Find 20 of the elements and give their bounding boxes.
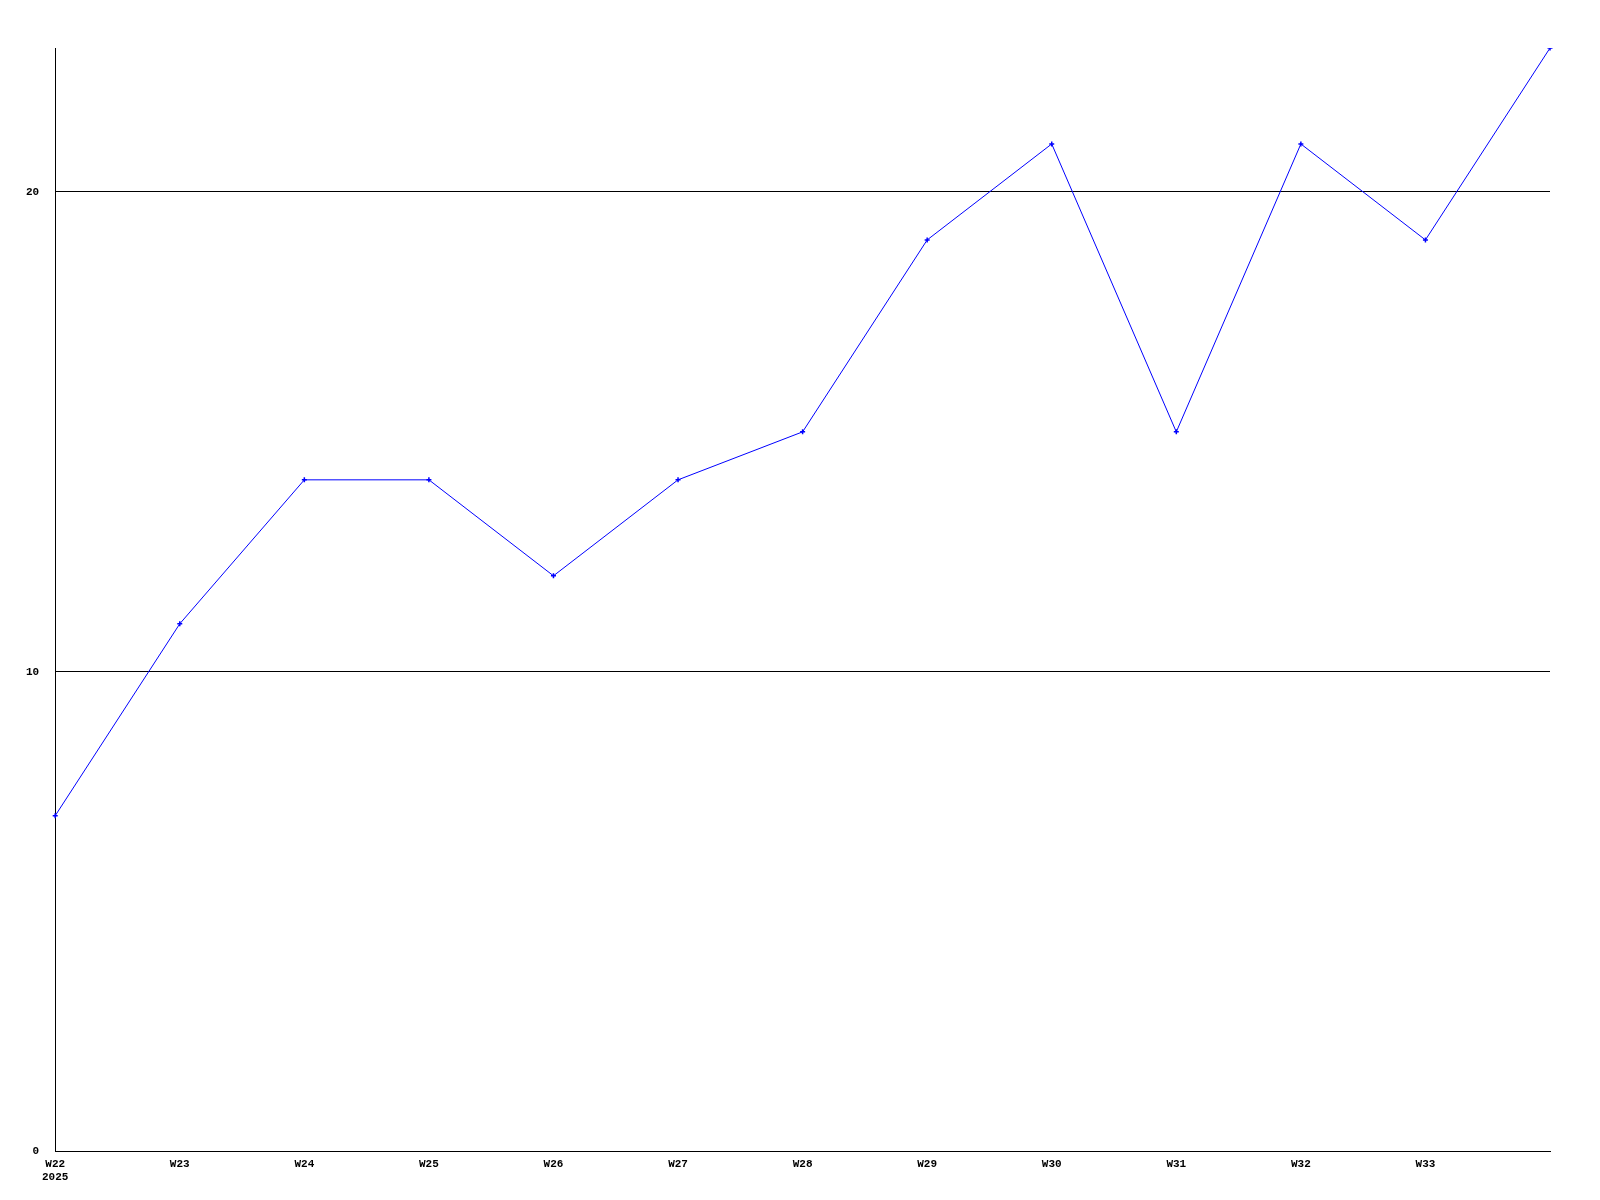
point [176,620,184,628]
point [425,476,433,484]
y-tick-label: 20 [26,185,40,198]
x-tick-label: W26 [543,1157,564,1170]
x-tick-label: W24 [294,1157,315,1170]
x-tick-label: W30 [1041,1157,1062,1170]
x-tick-label: W31 [1166,1157,1187,1170]
x-tick-label: W22 2025 [42,1157,69,1184]
x-tick-label: W33 [1415,1157,1436,1170]
point [1297,140,1305,148]
x-tick-label: W28 [792,1157,813,1170]
x-tick-label: W27 [668,1157,688,1170]
y-tick-label: 0 [32,1145,40,1158]
x-tick-label: W23 [169,1157,191,1170]
x-tick-label: W25 [419,1157,440,1170]
point [674,476,682,484]
x-tick-label: W29 [917,1157,938,1170]
y-tick-label: 10 [26,665,40,678]
point [923,236,931,244]
x-tick-label: W32 [1290,1157,1311,1170]
